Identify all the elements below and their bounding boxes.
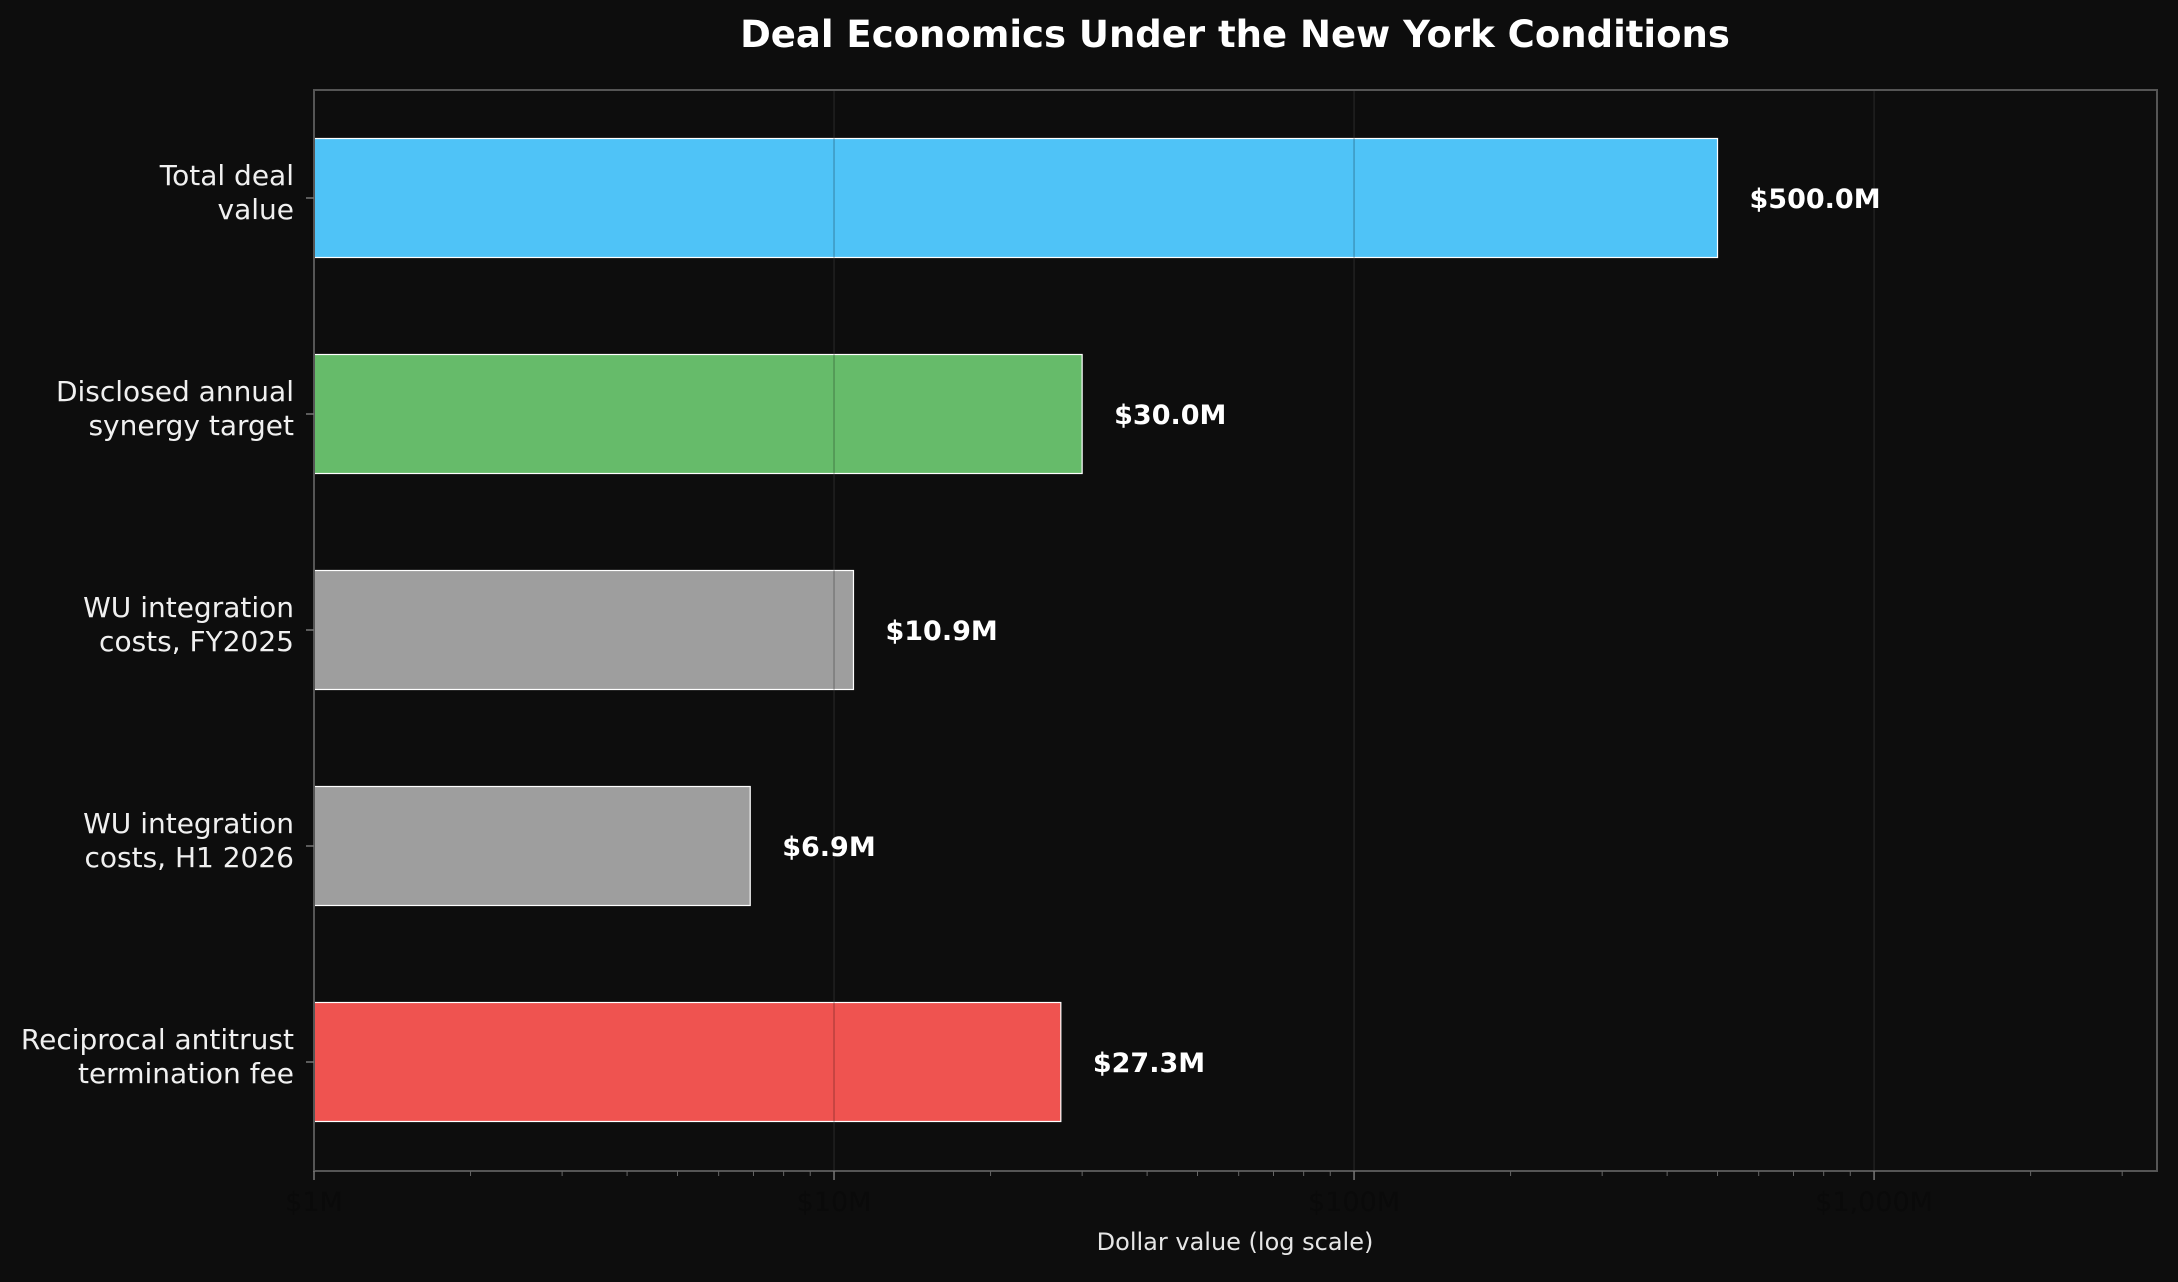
gridlines-over-bars bbox=[833, 90, 1875, 1171]
category-label: Disclosed annual synergy target bbox=[56, 375, 294, 442]
bar bbox=[313, 137, 1719, 259]
x-axis: $1M $10M $100M $1,000M bbox=[285, 1171, 2123, 1218]
category-label: WU integration costs, H1 2026 bbox=[83, 807, 294, 874]
data-label: $30.0M bbox=[1114, 400, 1226, 431]
x-tick-label: $1,000M bbox=[1815, 1187, 1933, 1218]
category-label: Total deal value bbox=[159, 159, 294, 226]
category-label-line: Disclosed annual bbox=[56, 375, 294, 408]
bar bbox=[313, 569, 855, 691]
data-label: $6.9M bbox=[782, 832, 876, 863]
data-label: $10.9M bbox=[885, 616, 997, 647]
data-label: $500.0M bbox=[1750, 184, 1881, 215]
bar bbox=[313, 785, 751, 907]
data-labels: $500.0M $30.0M $10.9M $6.9M $27.3M bbox=[782, 184, 1880, 1079]
x-axis-label: Dollar value (log scale) bbox=[1097, 1228, 1374, 1256]
bar bbox=[313, 1001, 1062, 1123]
category-label: WU integration costs, FY2025 bbox=[83, 591, 294, 658]
category-label-line: costs, FY2025 bbox=[99, 625, 294, 658]
x-tick-label: $100M bbox=[1308, 1187, 1400, 1218]
category-label-line: costs, H1 2026 bbox=[84, 841, 294, 874]
category-label: Reciprocal antitrust termination fee bbox=[21, 1023, 294, 1090]
x-tick-label: $1M bbox=[285, 1187, 343, 1218]
category-label-line: WU integration bbox=[83, 591, 294, 624]
bars bbox=[313, 137, 1719, 1123]
category-label-line: value bbox=[218, 193, 294, 226]
category-label-line: Total deal bbox=[159, 159, 294, 192]
bar bbox=[313, 353, 1083, 475]
category-label-line: synergy target bbox=[88, 409, 294, 442]
y-axis: Total deal value Disclosed annual synergy t… bbox=[21, 159, 314, 1090]
data-label: $27.3M bbox=[1093, 1048, 1205, 1079]
category-label-line: termination fee bbox=[78, 1057, 294, 1090]
category-label-line: Reciprocal antitrust bbox=[21, 1023, 294, 1056]
x-tick-label: $10M bbox=[797, 1187, 872, 1218]
chart-title: Deal Economics Under the New York Condit… bbox=[740, 13, 1730, 56]
category-label-line: WU integration bbox=[83, 807, 294, 840]
